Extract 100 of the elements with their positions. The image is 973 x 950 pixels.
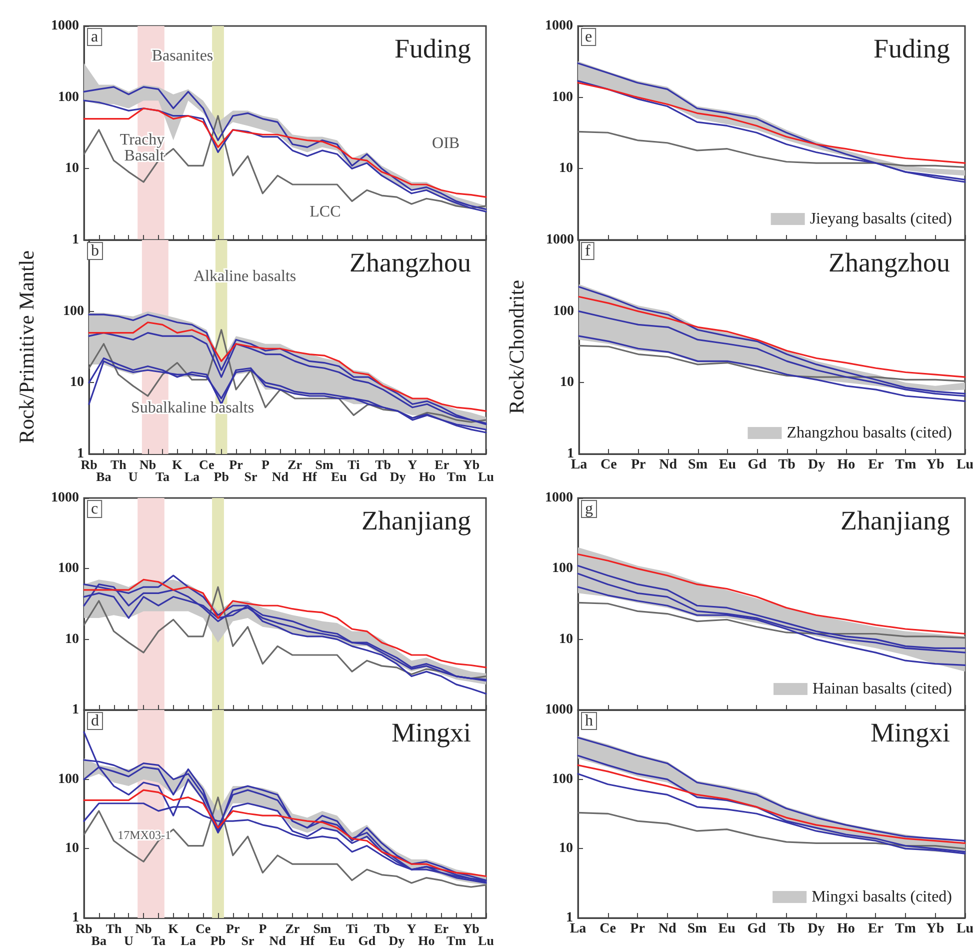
x-tick-label: Gd (747, 922, 766, 936)
x-tick-label: Nd (272, 469, 290, 484)
y-tick-label: 1000 (51, 490, 79, 506)
x-tick-label: Ho (836, 922, 855, 936)
y-tick-label: 1 (72, 232, 79, 248)
x-tick-label: Pr (226, 921, 240, 936)
x-tick-label: Er (868, 458, 884, 472)
x-tick-label: La (184, 469, 200, 484)
x-tick-label: Th (106, 921, 122, 936)
y-tick-label: 100 (63, 304, 84, 319)
x-tick-label: Pr (229, 457, 244, 472)
x-tick-label: Ho (418, 933, 435, 948)
y-tick-label: 10 (70, 375, 84, 390)
x-tick-label: Yb (926, 922, 944, 936)
x-tick-label: Ta (156, 469, 170, 484)
y-tick-label: 1000 (51, 18, 79, 34)
chart-title: Mingxi (391, 718, 472, 748)
y-tick-label: 10 (65, 632, 79, 647)
x-tick-label: Hf (302, 469, 318, 484)
x-tick-label: Dy (808, 458, 826, 472)
x-tick-label: Ce (600, 458, 617, 472)
annotation: Alkaline basalts (193, 268, 296, 285)
y-tick-label: 10 (65, 161, 79, 176)
x-tick-label: P (261, 457, 270, 472)
x-tick-label: Eu (329, 933, 346, 948)
x-tick-label: Pb (210, 933, 226, 948)
x-tick-label: Dy (808, 922, 825, 936)
y-tick-label: 100 (552, 90, 573, 105)
chart-title: Fuding (873, 34, 950, 64)
x-tick-label: Zr (288, 457, 302, 472)
x-tick-label: Ba (91, 933, 107, 948)
annotation: g (585, 500, 593, 518)
x-tick-label: Ba (96, 469, 112, 484)
x-tick-label: Eu (331, 469, 347, 484)
x-tick-label: Er (434, 457, 450, 472)
x-tick-label: Tb (778, 922, 796, 936)
annotation: Subalkaline basalts (130, 399, 254, 416)
legend-label: Zhangzhou basalts (cited) (786, 424, 952, 442)
x-tick-label: K (168, 921, 180, 936)
annotation: OIB (432, 135, 460, 152)
x-tick-label: Y (408, 457, 418, 472)
x-tick-label: Ho (418, 469, 436, 484)
annotation: f (585, 242, 591, 260)
x-tick-label: Nd (658, 922, 676, 936)
x-tick-label: Th (110, 457, 128, 472)
x-tick-label: Tb (374, 921, 390, 936)
x-tick-label: Ho (837, 458, 856, 472)
x-tick-label: Tm (894, 922, 916, 936)
x-tick-label: Pr (630, 922, 645, 936)
x-tick-label: Yb (926, 458, 944, 472)
x-tick-label: Ce (196, 921, 211, 936)
chart-title: Zhanjiang (840, 506, 950, 536)
x-tick-label: Gd (360, 469, 378, 484)
x-tick-label: Ti (348, 457, 360, 472)
x-tick-label: Zr (285, 921, 300, 936)
y-tick-label: 1000 (545, 490, 573, 506)
x-tick-label: Tm (446, 469, 467, 484)
chart-title: Zhangzhou (350, 248, 472, 278)
x-tick-label: Er (868, 922, 884, 936)
x-tick-label: Dy (390, 469, 406, 484)
y-tick-label: 10 (559, 632, 573, 647)
x-tick-label: Tm (895, 458, 916, 472)
legend-label: Hainan basalts (cited) (812, 680, 952, 698)
x-tick-label: K (172, 457, 184, 472)
x-tick-label: Lu (478, 933, 494, 948)
x-tick-label: Sr (244, 469, 258, 484)
x-tick-label: Yb (462, 457, 480, 472)
y-axis-title: Rock/Chondrite (504, 280, 528, 414)
x-tick-label: Yb (462, 921, 480, 936)
y-tick-label: 100 (552, 561, 573, 576)
annotation: d (91, 712, 99, 730)
x-tick-label: Sm (687, 922, 708, 936)
annotation: a (91, 28, 98, 46)
y-tick-label: 100 (58, 90, 79, 105)
legend-label: Mingxi basalts (cited) (812, 888, 952, 906)
x-tick-label: Tm (446, 933, 466, 948)
legend-label: Jieyang basalts (cited) (810, 210, 952, 228)
x-tick-label: U (128, 469, 138, 484)
y-tick-label: 1000 (545, 18, 573, 34)
y-tick-label: 10 (559, 841, 573, 856)
annotation: c (91, 500, 98, 518)
y-tick-label: 1 (72, 702, 79, 718)
x-tick-label: Sm (688, 458, 708, 472)
x-tick-label: Hf (300, 933, 316, 948)
annotation: LCC (310, 204, 341, 221)
y-tick-label: 100 (552, 772, 573, 787)
x-tick-label: Lu (956, 922, 973, 936)
x-tick-label: Er (434, 921, 449, 936)
x-tick-label: P (258, 921, 267, 936)
x-tick-label: Dy (388, 933, 406, 948)
x-tick-label: Tb (375, 457, 392, 472)
chart-title: Fuding (394, 34, 472, 64)
x-tick-label: Tb (778, 458, 796, 472)
x-tick-label: Y (406, 921, 417, 936)
x-tick-label: Nd (269, 933, 287, 948)
x-tick-label: Sr (241, 933, 255, 948)
x-tick-label: Ce (199, 457, 214, 472)
x-tick-label: La (180, 933, 196, 948)
x-tick-label: Sm (313, 921, 332, 936)
x-tick-label: Nb (140, 457, 156, 472)
